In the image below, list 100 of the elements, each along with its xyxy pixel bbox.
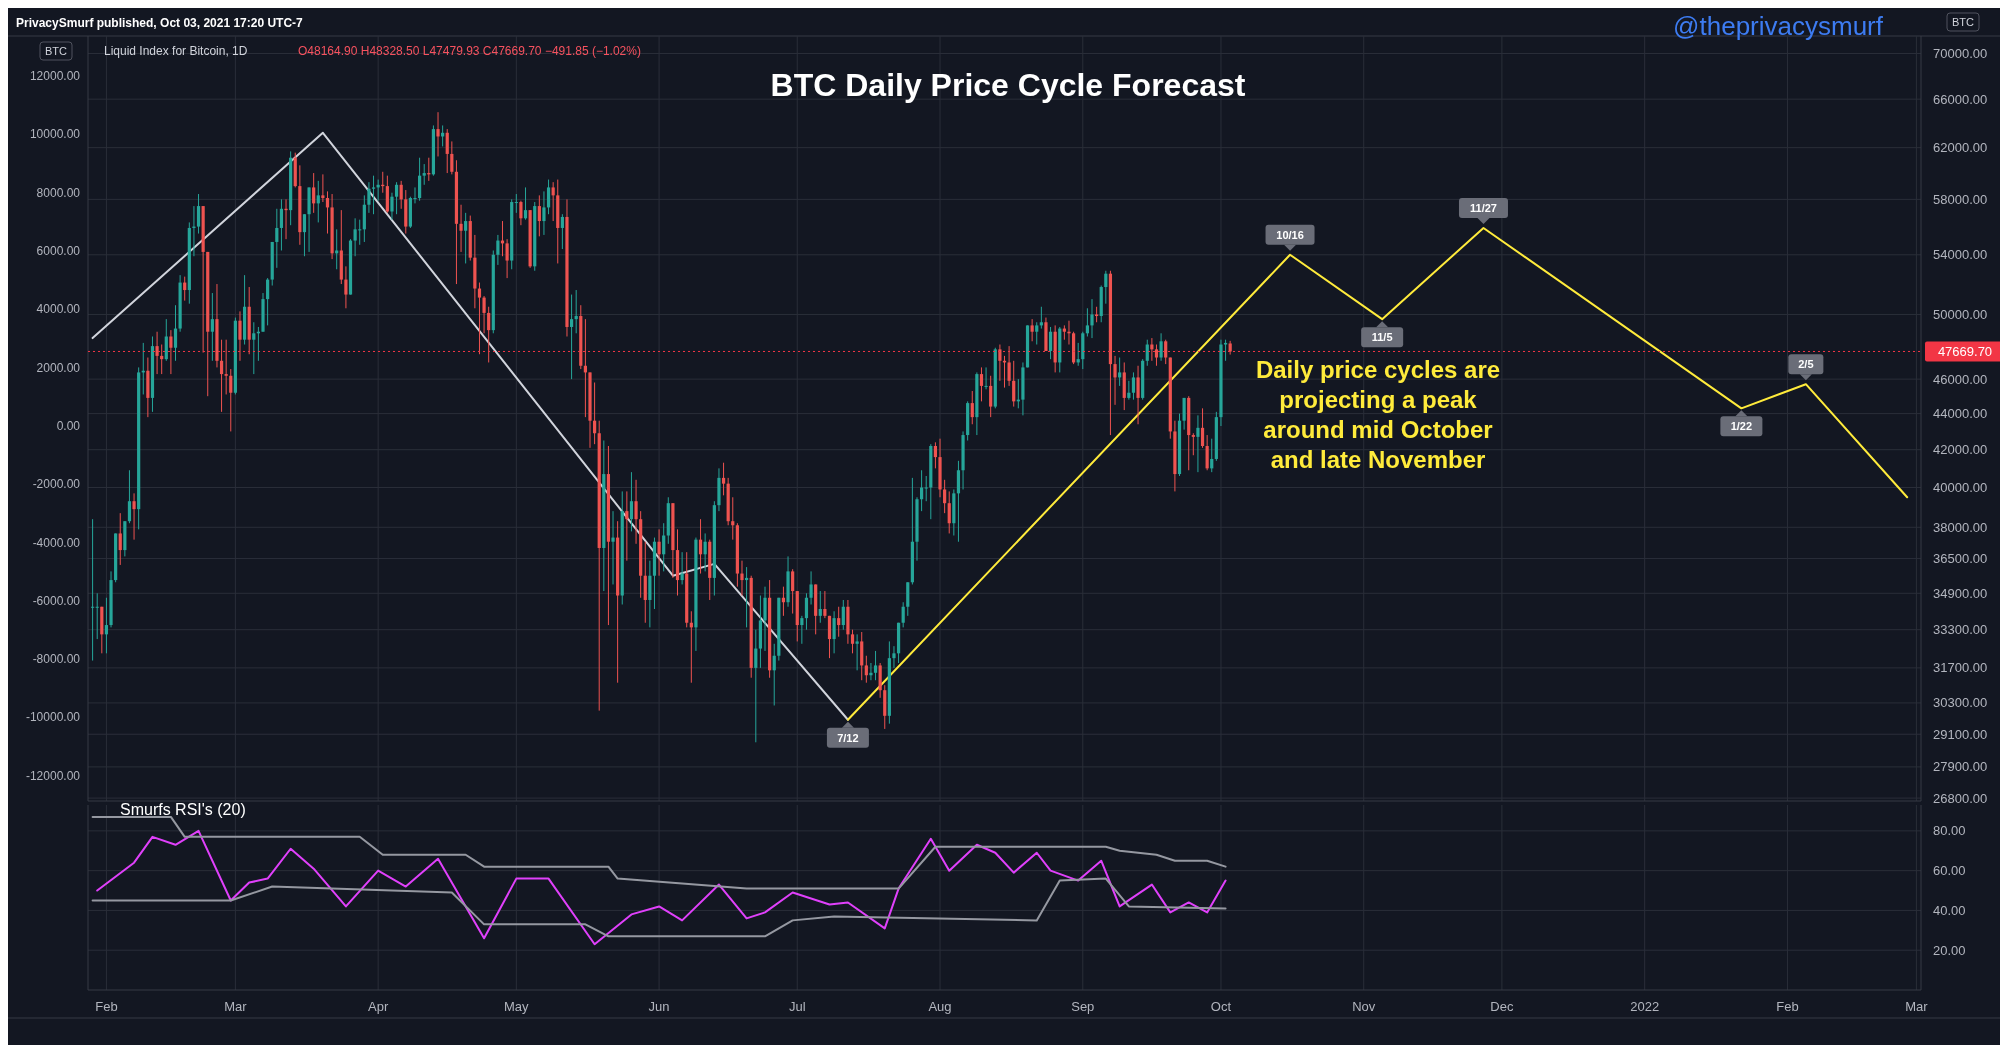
- candlestick: [196, 193, 201, 235]
- candlestick: [841, 599, 845, 631]
- candlestick: [809, 570, 813, 605]
- candlestick: [118, 512, 122, 566]
- candlestick: [837, 606, 841, 638]
- x-tick-label: Apr: [368, 998, 389, 1014]
- x-tick-label: May: [504, 998, 530, 1014]
- candlestick: [634, 479, 638, 545]
- y-tick-label: 40000.00: [1933, 480, 1988, 496]
- candlestick: [818, 590, 822, 624]
- candlestick: [593, 382, 597, 445]
- candlestick: [519, 200, 523, 226]
- candlestick: [1030, 318, 1034, 342]
- line-series: [846, 226, 1909, 721]
- candlestick: [984, 366, 988, 390]
- candlestick: [1205, 434, 1209, 471]
- candlestick: [791, 568, 795, 615]
- candlestick: [800, 615, 804, 645]
- y2-tick-label: 8000.00: [36, 185, 81, 200]
- candlestick: [164, 318, 168, 362]
- x-tick-label: Oct: [1210, 998, 1232, 1014]
- candlestick: [832, 610, 836, 654]
- candlestick: [367, 181, 371, 214]
- x-tick-label: 2022: [1630, 998, 1660, 1014]
- x-tick-label: Sep: [1071, 998, 1095, 1014]
- candlestick: [823, 590, 827, 619]
- candlestick: [989, 375, 993, 418]
- y-tick-label: 20.00: [1933, 942, 1966, 958]
- x-tick-label: Aug: [928, 998, 952, 1014]
- candlestick: [302, 213, 307, 257]
- candlestick: [1191, 432, 1195, 456]
- candlestick: [229, 368, 233, 432]
- x-tick-label: Feb: [95, 998, 118, 1014]
- candlestick: [279, 198, 284, 251]
- y2-tick-label: -2000.00: [32, 477, 81, 492]
- candlestick: [104, 597, 109, 654]
- candlestick: [804, 592, 809, 631]
- candlestick: [514, 193, 518, 214]
- candlestick: [721, 462, 726, 496]
- candlestick: [611, 510, 615, 585]
- candlestick: [496, 234, 500, 266]
- candlestick: [358, 219, 362, 246]
- y2-tick-label: -10000.00: [25, 710, 81, 725]
- candlestick: [1159, 332, 1163, 362]
- candlestick: [1164, 339, 1168, 365]
- candlestick: [394, 181, 399, 215]
- candlestick: [1200, 407, 1205, 449]
- candlestick: [625, 490, 629, 562]
- candlestick: [1145, 339, 1149, 367]
- candlestick: [740, 560, 744, 597]
- candlestick: [850, 629, 855, 654]
- candlestick: [933, 441, 938, 469]
- y2-tick-label: 10000.00: [29, 127, 81, 142]
- annotation: 2/5: [1798, 358, 1814, 371]
- candlestick: [1131, 371, 1136, 401]
- candlestick: [703, 532, 707, 572]
- candlestick: [956, 460, 961, 543]
- y2-tick-label: 4000.00: [36, 302, 81, 317]
- candlestick: [284, 198, 288, 240]
- x-tick-label: Jun: [648, 998, 670, 1014]
- y-tick-label: 38000.00: [1933, 519, 1988, 535]
- annotation: 11/27: [1470, 201, 1497, 214]
- candlestick: [487, 306, 491, 363]
- y-tick-label: 26800.00: [1933, 790, 1988, 806]
- annotation: 10/16: [1276, 228, 1304, 241]
- candlestick: [998, 344, 1002, 382]
- candlestick: [1154, 344, 1159, 367]
- candlestick: [892, 645, 896, 669]
- candlestick: [1012, 360, 1016, 408]
- chart-title: Smurfs RSI's (20): [120, 800, 246, 818]
- y-tick-label: 58000.00: [1933, 191, 1988, 207]
- y2-tick-label: 2000.00: [36, 360, 81, 375]
- candlestick: [316, 180, 320, 223]
- candlestick: [505, 238, 509, 279]
- y-tick-label: 36500.00: [1933, 551, 1988, 567]
- candlestick: [459, 204, 463, 253]
- x-tick-label: Feb: [1776, 998, 1799, 1014]
- text: BTC: [1952, 15, 1975, 28]
- candlestick: [873, 650, 878, 681]
- y-tick-label: 44000.00: [1933, 406, 1988, 422]
- candlestick: [855, 633, 859, 671]
- candlestick: [1223, 339, 1228, 362]
- candlestick: [542, 190, 546, 236]
- candlestick: [869, 662, 873, 681]
- y-tick-label: 62000.00: [1933, 140, 1988, 156]
- y-tick-label: 34900.00: [1933, 585, 1988, 601]
- candlestick: [445, 128, 449, 174]
- candlestick: [1118, 357, 1122, 387]
- line-series: [96, 829, 1227, 946]
- candlestick: [537, 194, 541, 237]
- y2-tick-label: -12000.00: [25, 768, 81, 783]
- candlestick: [422, 163, 426, 186]
- line-series: [91, 131, 849, 721]
- y2-tick-label: -6000.00: [32, 593, 81, 608]
- candlestick: [1182, 397, 1186, 431]
- candlestick: [371, 175, 376, 215]
- y-tick-label: 33300.00: [1933, 622, 1988, 638]
- candlestick: [901, 601, 905, 628]
- candlestick: [1104, 270, 1108, 305]
- candlestick: [335, 228, 339, 270]
